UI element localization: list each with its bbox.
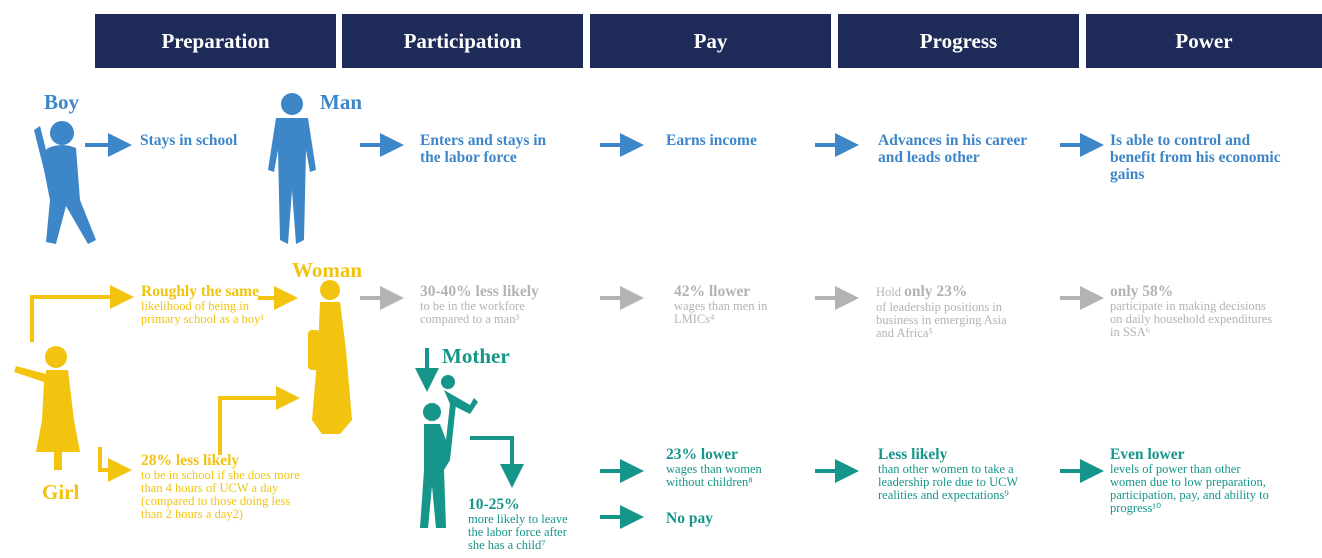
text: wages than women without children⁸	[666, 462, 762, 490]
text: participate in making decisions on daily…	[1110, 299, 1273, 340]
label: Man	[320, 90, 362, 114]
text: Even lower	[1110, 446, 1185, 463]
label: Mother	[442, 344, 510, 368]
text: only 23%	[904, 283, 968, 300]
text-block: 42% llower wages than men in LMICs⁴	[674, 283, 784, 326]
text-block: Hold only 23% of leadership positions in …	[876, 283, 1026, 340]
text: to be in the workfore compared to a man³	[420, 299, 525, 327]
label: Woman	[292, 258, 363, 282]
text: only 58%	[1110, 283, 1174, 300]
text: wages than men in LMICs⁴	[674, 299, 768, 327]
text: Less likely	[878, 446, 948, 463]
text: No pay	[666, 510, 713, 527]
text: 28% less likely	[141, 452, 240, 469]
text: Hold	[876, 285, 905, 299]
text: Enters and stays in the labor force	[420, 132, 547, 167]
text: 10-25%	[468, 496, 520, 513]
text: Earns income	[666, 132, 757, 149]
text: 42% llower	[674, 283, 751, 300]
text: 30-40% less likely	[420, 283, 539, 300]
text-block: only 58% participate in making decisions …	[1110, 283, 1280, 339]
text: Stays in school	[140, 132, 238, 149]
text: 23% lower	[666, 446, 738, 463]
header: Progress	[838, 14, 1079, 68]
label: Boy	[44, 90, 80, 114]
man-figure	[268, 93, 316, 244]
teal-arrows	[415, 348, 1104, 529]
girl-figure	[14, 346, 80, 470]
text: likelihood of being in primary school as…	[141, 299, 265, 327]
text-block: 30-40% less likely to be in the workfore …	[420, 283, 575, 326]
text-block: Roughly the same likelihood of being in p…	[141, 283, 271, 326]
yellow-arrows	[30, 285, 300, 482]
text-block: Less likely than other women to take a le…	[878, 446, 1018, 502]
header: Participation	[342, 14, 583, 68]
text: Roughly the same	[141, 283, 259, 300]
text-block: Even lower levels of power than other wom…	[1110, 446, 1280, 516]
woman-figure	[308, 280, 352, 434]
text-block: 23% lower wages than women without childr…	[666, 446, 791, 489]
text: Is able to control and benefit from his …	[1110, 132, 1281, 184]
header: Power	[1086, 14, 1322, 68]
mother-figure	[420, 375, 478, 528]
label: Girl	[42, 480, 80, 504]
text: of leadership positions in business in e…	[876, 299, 1007, 340]
text: to be in school if she does more than 4 …	[141, 468, 300, 522]
text-block: 28% less likely to be in school if she do…	[141, 452, 301, 522]
text: more likely to leave the labor force aft…	[468, 512, 568, 553]
boy-figure	[34, 121, 96, 244]
text: than other women to take a leadership ro…	[878, 462, 1019, 503]
header: Preparation	[95, 14, 336, 68]
text: levels of power than other women due to …	[1110, 462, 1269, 516]
text: Advances in his career and leads other	[878, 132, 1027, 167]
text-block: 10-25% more likely to leave the labor for…	[468, 496, 583, 552]
header: Pay	[590, 14, 831, 68]
